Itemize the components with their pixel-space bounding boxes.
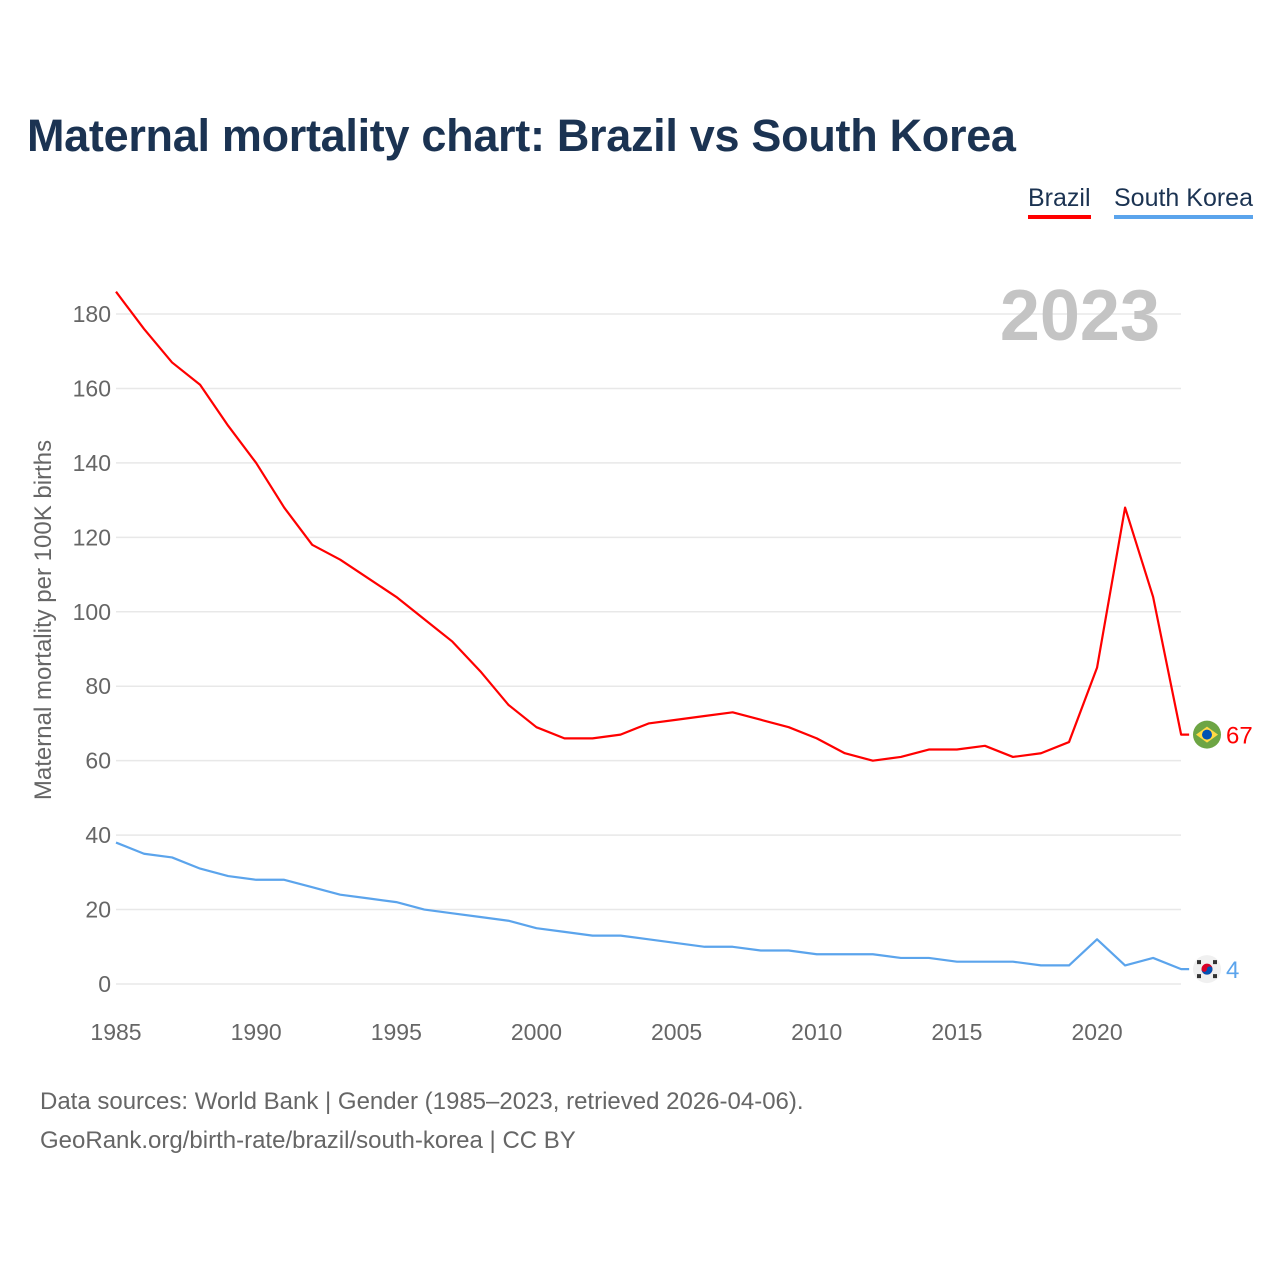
x-tick-label: 1990 (231, 1019, 282, 1045)
y-tick-label: 140 (73, 450, 111, 476)
y-tick-label: 100 (73, 599, 111, 625)
x-tick-label: 2015 (931, 1019, 982, 1045)
chart-title: Maternal mortality chart: Brazil vs Sout… (27, 110, 1016, 161)
x-tick-label: 2005 (651, 1019, 702, 1045)
series-line-south-korea[interactable] (115, 841, 1190, 971)
x-tick-label: 2000 (511, 1019, 562, 1045)
y-axis-label: Maternal mortality per 100K births (30, 440, 57, 800)
y-tick-label: 160 (73, 375, 111, 401)
y-tick-label: 0 (98, 971, 111, 997)
series-line-brazil[interactable] (115, 291, 1190, 762)
year-watermark: 2023 (1000, 276, 1160, 356)
end-value-label: 4 (1226, 957, 1239, 984)
x-tick-label: 1995 (371, 1019, 422, 1045)
x-tick-label: 2020 (1071, 1019, 1122, 1045)
brazil-flag-icon (1193, 720, 1221, 749)
y-tick-label: 20 (85, 897, 111, 923)
y-tick-label: 40 (85, 822, 111, 848)
south-korea-flag-icon (1193, 955, 1221, 984)
x-tick-label: 2010 (791, 1019, 842, 1045)
y-tick-label: 60 (85, 748, 111, 774)
footer-credit: GeoRank.org/birth-rate/brazil/south-kore… (40, 1127, 576, 1154)
footer-sources: Data sources: World Bank | Gender (1985–… (40, 1088, 804, 1115)
legend-south-korea[interactable]: South Korea (1114, 184, 1253, 219)
y-tick-label: 180 (73, 301, 111, 327)
y-tick-label: 80 (85, 673, 111, 699)
y-tick-label: 120 (73, 524, 111, 550)
x-tick-label: 1985 (90, 1019, 141, 1045)
end-value-label: 67 (1226, 723, 1253, 750)
legend-brazil[interactable]: Brazil (1028, 184, 1091, 219)
